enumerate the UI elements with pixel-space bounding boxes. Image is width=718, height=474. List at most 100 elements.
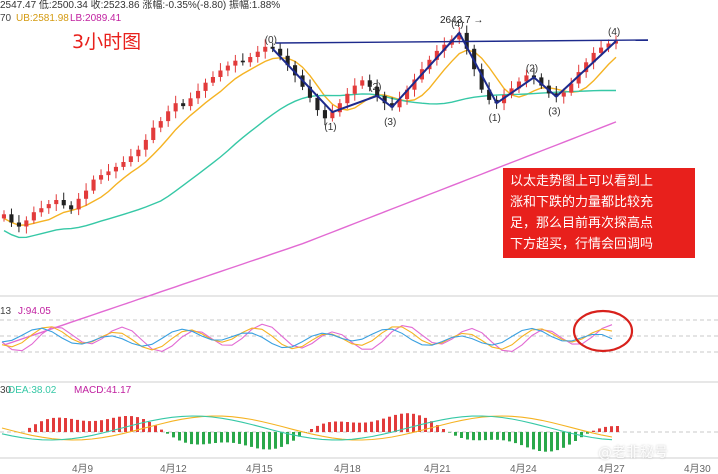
grid-layer: [0, 295, 718, 459]
macd-histogram-bar: [598, 428, 601, 432]
kdj-prefix: 13: [0, 306, 12, 317]
candle-body: [128, 156, 133, 162]
candle-body: [554, 93, 559, 97]
macd-histogram-bar: [82, 420, 85, 432]
macd-histogram-bar: [532, 432, 535, 450]
candle-body: [524, 75, 529, 82]
macd-histogram-bar: [172, 432, 175, 438]
macd-histogram-bar: [328, 422, 331, 432]
macd-histogram-bar: [580, 432, 583, 438]
candle-body: [248, 57, 253, 63]
macd-histogram-bar: [280, 432, 283, 447]
candle-body: [390, 103, 395, 108]
candle-body: [367, 80, 372, 87]
macd-histogram-bar: [130, 416, 133, 432]
wave-label: (0): [265, 35, 277, 46]
candle-body: [584, 62, 589, 73]
macd-histogram-bar: [568, 432, 571, 445]
macd-histogram-bar: [544, 432, 547, 452]
candle-body: [412, 79, 417, 90]
macd-histogram-bar: [196, 432, 199, 445]
candle-body: [121, 162, 126, 167]
wave-count-path: [271, 31, 617, 114]
candle-body: [606, 43, 611, 48]
candle-body: [46, 204, 51, 209]
candle-body: [173, 103, 178, 112]
macd-histogram-bar: [202, 432, 205, 445]
candle-body: [181, 103, 186, 107]
boll-ub-text: UB:2581.98: [16, 13, 69, 24]
candle-body: [1, 214, 6, 219]
wave-label: (2): [369, 82, 381, 93]
macd-histogram-bar: [382, 418, 385, 432]
macd-histogram-bar: [526, 432, 529, 448]
candle-body: [16, 222, 21, 227]
ma-short-line: [3, 49, 617, 226]
candle-body: [442, 44, 447, 51]
date-tick-label: 4月18: [334, 463, 361, 474]
macd-histogram-bar: [376, 420, 379, 432]
macd-histogram-bar: [64, 418, 67, 432]
wave-label: (4): [451, 19, 463, 30]
candle-body: [434, 50, 439, 60]
candle-body: [151, 127, 156, 140]
macd-histogram-bar: [358, 422, 361, 432]
macd-histogram-bar: [94, 420, 97, 432]
candle-body: [255, 51, 260, 57]
macd-histogram-bar: [298, 432, 301, 437]
macd-histogram-bar: [472, 432, 475, 441]
candle-body: [106, 171, 111, 176]
candle-body: [158, 121, 163, 128]
macd-histogram-bar: [412, 413, 415, 432]
macd-dea-text: DEA:38.02: [8, 385, 57, 396]
candle-body: [352, 85, 357, 94]
candle-body: [516, 81, 521, 89]
candle-body: [188, 98, 193, 107]
candle-body: [322, 110, 327, 119]
resistance-line: [275, 39, 649, 44]
macd-histogram-bar: [388, 416, 391, 432]
candle-body: [382, 95, 387, 104]
macd-histogram-bar: [34, 424, 37, 432]
candle-body: [136, 149, 141, 157]
candle-body: [397, 99, 402, 108]
macd-histogram-bar: [226, 432, 229, 443]
price-info-text: 2547.47 低:2500.34 收:2523.86 涨幅:-0.35%(-8…: [0, 0, 281, 11]
candle-body: [479, 69, 484, 90]
candle-body: [166, 111, 171, 122]
candle-body: [99, 175, 104, 180]
macd-histogram-bar: [286, 432, 289, 445]
wave-label: (1): [324, 122, 336, 133]
date-tick-label: 4月9: [72, 463, 94, 474]
macd-histogram-bar: [334, 421, 337, 432]
chart-title: 3小时图: [72, 31, 142, 53]
macd-histogram-bar: [88, 421, 91, 432]
candle-body: [457, 32, 462, 40]
macd-histogram-bar: [238, 432, 241, 444]
annotation-box: 以太走势图上可以看到上 涨和下跌的力量都比较充 足，那么目前再次探高点 下方超买…: [503, 168, 695, 258]
macd-histogram-bar: [160, 429, 163, 432]
macd-histogram-bar: [70, 418, 73, 432]
macd-histogram-bar: [142, 419, 145, 432]
candle-body: [9, 214, 14, 223]
macd-histogram-bar: [370, 421, 373, 432]
macd-histogram-bar: [256, 432, 259, 449]
macd-histogram-bar: [124, 416, 127, 432]
macd-histogram-bar: [556, 432, 559, 451]
candle-body: [210, 77, 215, 83]
macd-histogram-bar: [316, 425, 319, 432]
macd-histogram-bar: [364, 422, 367, 432]
candle-body: [307, 86, 312, 98]
macd-histogram-bar: [562, 432, 565, 448]
candle-body: [240, 60, 245, 63]
candle-body: [293, 65, 298, 76]
date-tick-label: 4月30: [684, 463, 711, 474]
candle-body: [278, 48, 283, 56]
macd-histogram-bar: [478, 432, 481, 441]
macd-histogram-bar: [232, 432, 235, 443]
candle-body: [561, 92, 566, 97]
macd-histogram-bar: [406, 413, 409, 432]
candle-body: [405, 89, 410, 100]
candle-body: [263, 46, 268, 52]
